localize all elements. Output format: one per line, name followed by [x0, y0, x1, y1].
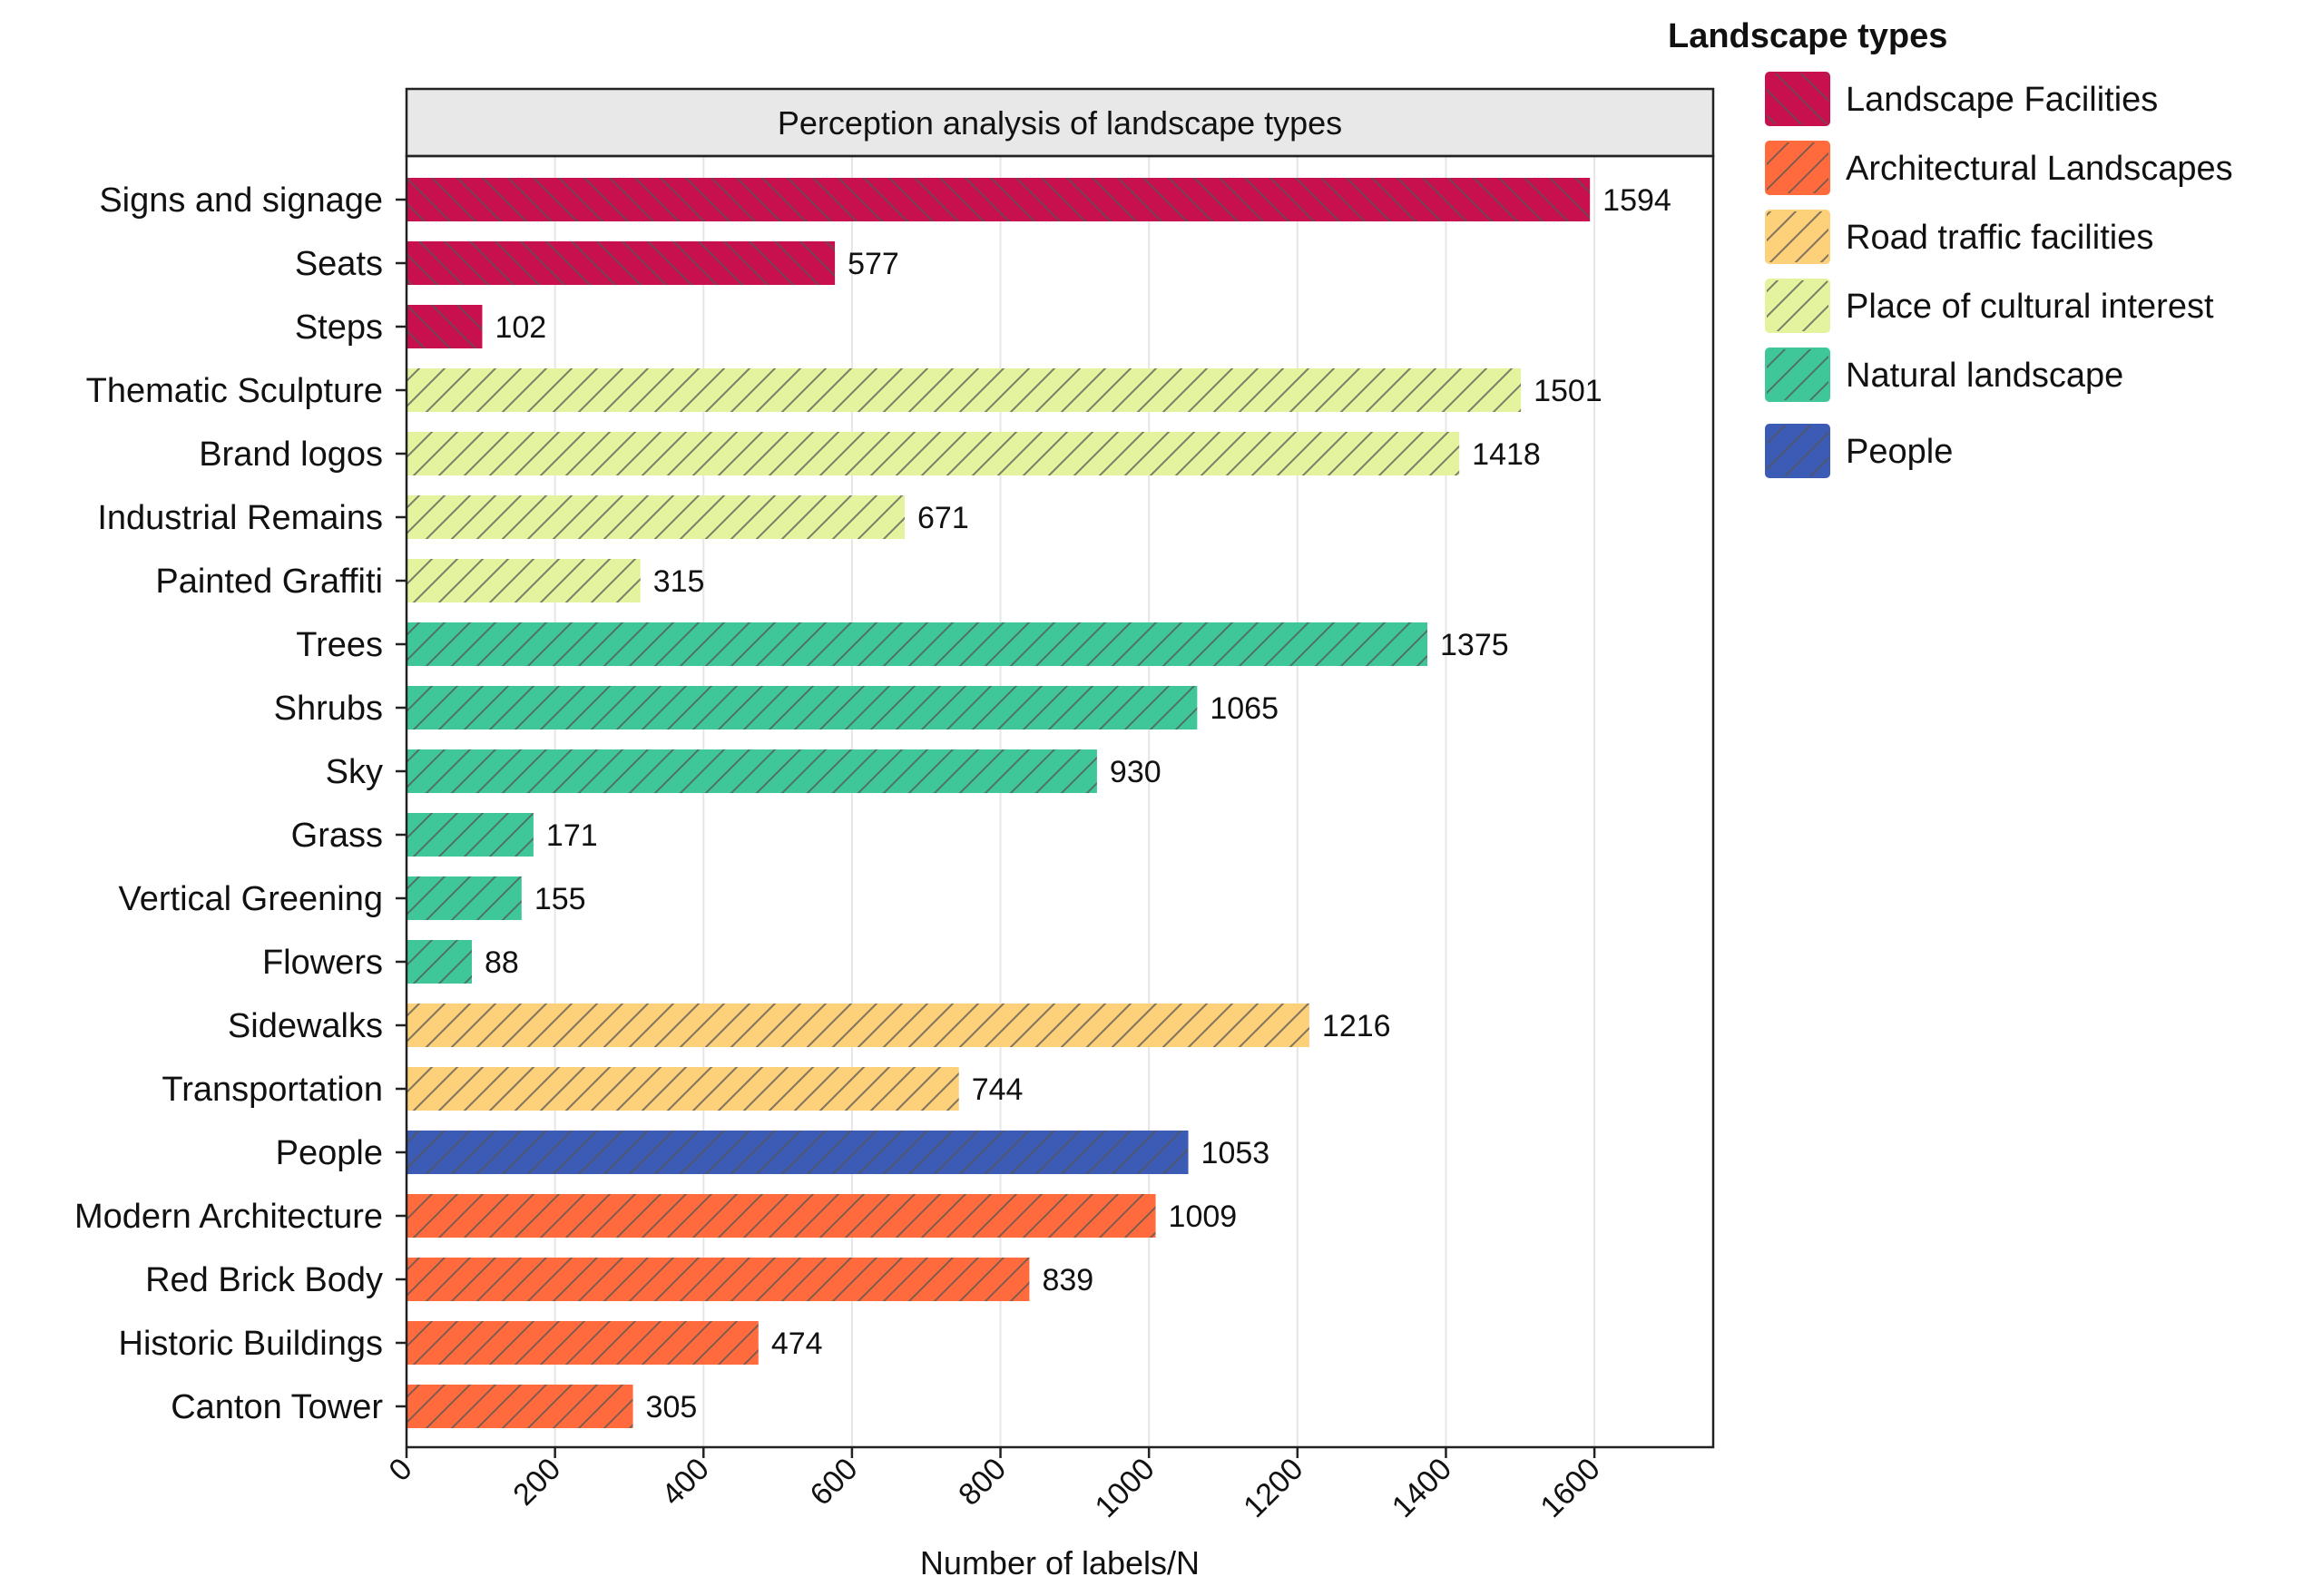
bar-red-brick-body — [407, 1258, 1030, 1301]
category-label-steps: Steps — [295, 308, 383, 347]
value-label-red-brick-body: 839 — [1042, 1263, 1093, 1297]
category-label-modern-architecture: Modern Architecture — [74, 1198, 383, 1236]
bar-sidewalks — [407, 1004, 1309, 1047]
value-label-vertical-greening: 155 — [534, 882, 586, 916]
bar-brand-logos — [407, 432, 1460, 475]
category-label-brand-logos: Brand logos — [199, 436, 383, 474]
bar-trees — [407, 622, 1427, 666]
legend-label-architectural-landscapes: Architectural Landscapes — [1846, 150, 2233, 188]
legend-key-road-traffic-facilities — [1765, 210, 1830, 264]
x-tick-label: 600 — [804, 1452, 865, 1513]
x-tick-label: 1200 — [1237, 1452, 1309, 1524]
value-label-grass: 171 — [546, 818, 598, 853]
value-label-sidewalks: 1216 — [1322, 1009, 1391, 1043]
category-label-sidewalks: Sidewalks — [228, 1007, 383, 1045]
bar-flowers — [407, 940, 472, 984]
x-tick-label: 1400 — [1386, 1452, 1458, 1524]
x-tick-label: 0 — [382, 1452, 418, 1488]
value-label-trees: 1375 — [1440, 628, 1509, 662]
category-label-sky: Sky — [326, 753, 383, 791]
value-label-flowers: 88 — [485, 945, 519, 980]
category-label-canton-tower: Canton Tower — [171, 1388, 383, 1426]
bar-steps — [407, 305, 483, 348]
value-label-brand-logos: 1418 — [1472, 437, 1541, 472]
bar-sky — [407, 749, 1097, 793]
x-axis-title: Number of labels/N — [920, 1544, 1200, 1581]
grid-lines — [406, 156, 1596, 1447]
legend-key-landscape-facilities — [1765, 72, 1830, 126]
category-label-thematic-sculpture: Thematic Sculpture — [86, 372, 383, 410]
bar-grass — [407, 813, 534, 857]
value-label-thematic-sculpture: 1501 — [1534, 374, 1602, 408]
x-tick-label: 400 — [655, 1452, 716, 1513]
category-label-grass: Grass — [291, 817, 383, 855]
value-label-transportation: 744 — [972, 1072, 1024, 1107]
category-label-people: People — [276, 1134, 383, 1172]
x-tick-label: 800 — [952, 1452, 1013, 1513]
value-label-steps: 102 — [495, 310, 546, 345]
x-tick-label: 1600 — [1534, 1452, 1606, 1524]
legend-label-landscape-facilities: Landscape Facilities — [1846, 81, 2158, 119]
value-label-painted-graffiti: 315 — [653, 564, 705, 599]
bar-vertical-greening — [407, 876, 522, 920]
bar-modern-architecture — [407, 1194, 1156, 1238]
legend-title: Landscape types — [1668, 17, 1947, 55]
value-label-seats: 577 — [848, 247, 899, 281]
category-label-seats: Seats — [295, 245, 383, 283]
plot-panel-border — [405, 154, 1715, 1449]
chart-title: Perception analysis of landscape types — [778, 104, 1342, 142]
category-label-signs-and-signage: Signs and signage — [99, 181, 383, 220]
category-label-industrial-remains: Industrial Remains — [97, 499, 383, 537]
value-label-sky: 930 — [1110, 755, 1161, 789]
value-label-historic-buildings: 474 — [771, 1327, 823, 1361]
legend-label-road-traffic-facilities: Road traffic facilities — [1846, 219, 2153, 257]
value-label-canton-tower: 305 — [646, 1390, 698, 1425]
category-label-historic-buildings: Historic Buildings — [119, 1325, 383, 1363]
category-label-transportation: Transportation — [162, 1071, 383, 1109]
legend-key-people — [1765, 424, 1830, 478]
bar-transportation — [407, 1067, 959, 1111]
category-label-trees: Trees — [296, 626, 383, 664]
legend: Landscape Facilities Architectural Landsc… — [1765, 72, 2233, 478]
x-tick-label: 200 — [506, 1452, 567, 1513]
x-tick-label: 1000 — [1088, 1452, 1161, 1524]
category-label-vertical-greening: Vertical Greening — [119, 880, 384, 918]
legend-label-place-of-cultural-interest: Place of cultural interest — [1846, 288, 2214, 326]
legend-label-natural-landscape: Natural landscape — [1846, 357, 2123, 395]
legend-key-architectural-landscapes — [1765, 141, 1830, 195]
bar-industrial-remains — [407, 495, 905, 539]
bars — [407, 178, 1591, 1428]
value-label-signs-and-signage: 1594 — [1602, 183, 1671, 218]
legend-key-place-of-cultural-interest — [1765, 279, 1830, 333]
value-label-industrial-remains: 671 — [917, 501, 969, 535]
bar-thematic-sculpture — [407, 368, 1522, 412]
title-strip — [405, 87, 1715, 158]
bar-people — [407, 1131, 1189, 1174]
bar-canton-tower — [407, 1385, 633, 1428]
bar-historic-buildings — [407, 1321, 759, 1365]
category-label-shrubs: Shrubs — [274, 690, 383, 728]
legend-label-people: People — [1846, 433, 1953, 471]
legend-key-natural-landscape — [1765, 348, 1830, 402]
category-label-red-brick-body: Red Brick Body — [145, 1261, 383, 1299]
value-label-people: 1053 — [1201, 1136, 1270, 1170]
value-label-shrubs: 1065 — [1210, 691, 1279, 726]
bar-signs-and-signage — [407, 178, 1591, 221]
category-label-flowers: Flowers — [262, 944, 383, 982]
bar-shrubs — [407, 686, 1198, 729]
bar-seats — [407, 241, 836, 285]
bar-painted-graffiti — [407, 559, 641, 602]
category-label-painted-graffiti: Painted Graffiti — [155, 563, 383, 601]
value-label-modern-architecture: 1009 — [1169, 1199, 1238, 1234]
